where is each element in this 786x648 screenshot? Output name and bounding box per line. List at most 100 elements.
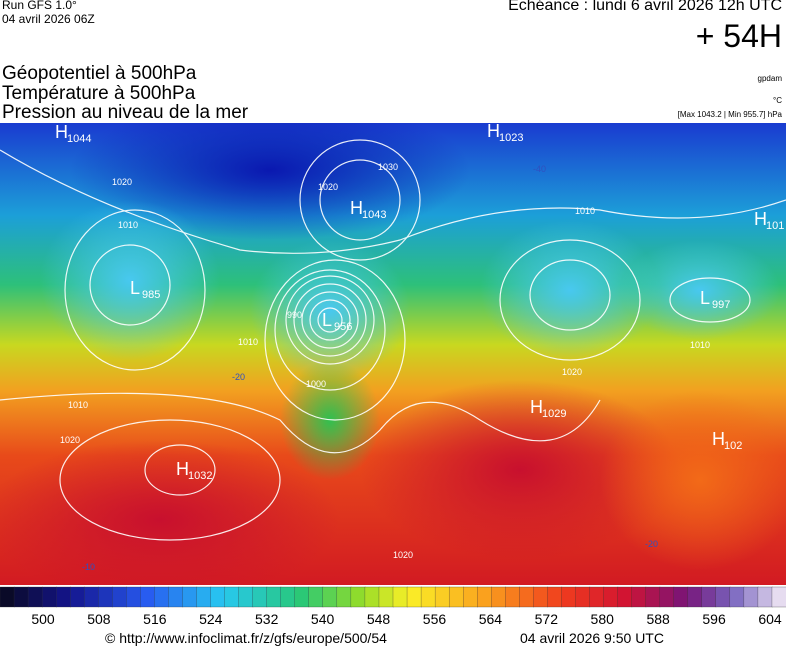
center-letter: H	[176, 459, 189, 479]
colorbar-swatch	[210, 586, 226, 608]
center-value: 1043	[362, 209, 386, 221]
isobar-label: -20	[645, 539, 658, 549]
unit: °C	[773, 96, 782, 105]
colorbar-swatch	[70, 586, 85, 608]
echeance: Echéance : lundi 6 avril 2026 12h UTC	[508, 0, 782, 14]
colorbar-swatch	[27, 586, 43, 608]
unit: [Max 1043.2 | Min 955.7] hPa	[677, 110, 782, 119]
colorbar-swatch	[0, 586, 15, 608]
colorbar-swatch	[13, 586, 29, 608]
center-letter: L	[322, 310, 332, 330]
colorbar-swatch	[308, 586, 324, 608]
isobar-label: 1000	[306, 379, 326, 389]
colorbar-swatch	[392, 586, 408, 608]
center-value: 956	[334, 321, 352, 333]
colorbar-swatch	[336, 586, 352, 608]
colorbar-swatch	[687, 586, 703, 608]
colorbar-tick-label: 588	[646, 611, 670, 627]
colorbar-swatch	[757, 586, 773, 608]
colorbar-swatch	[41, 586, 57, 608]
center-letter: H	[712, 429, 725, 449]
colorbar-tick-label: 516	[143, 611, 167, 627]
run-date: 04 avril 2026 06Z	[2, 12, 95, 26]
colorbar-swatch	[364, 586, 380, 608]
isobar-label: -40	[533, 164, 546, 174]
center-value: 985	[142, 289, 160, 301]
colorbar-swatch	[448, 586, 464, 608]
footer-url: © http://www.infoclimat.fr/z/gfs/europe/…	[105, 630, 387, 646]
colorbar-swatch	[294, 586, 310, 608]
colorbar-swatch	[701, 586, 717, 608]
isobar-label: 1020	[112, 177, 132, 187]
center-letter: H	[55, 122, 68, 142]
colorbar-swatch	[266, 586, 282, 608]
colorbar-swatch	[224, 586, 240, 608]
colorbar-tick-label: 548	[367, 611, 391, 627]
colorbar-swatch	[112, 586, 127, 608]
colorbar-swatch	[491, 586, 506, 608]
center-letter: L	[130, 278, 140, 298]
center-value: 1023	[499, 132, 523, 144]
isobar-label: 1020	[393, 550, 413, 560]
colorbar-swatch	[168, 586, 184, 608]
colorbar-swatch	[238, 586, 254, 608]
colorbar-swatch	[154, 586, 170, 608]
field-shading	[0, 123, 786, 585]
colorbar-tick-label: 500	[31, 611, 55, 627]
colorbar-swatch	[252, 586, 268, 608]
run: Run GFS 1.0°	[2, 0, 77, 12]
colorbar-tick-label: 524	[199, 611, 223, 627]
colorbar-swatch	[589, 586, 605, 608]
colorbar-swatch	[350, 586, 366, 608]
colorbar-swatch	[603, 586, 619, 608]
colorbar-tick-label: 508	[87, 611, 111, 627]
isobar-label: 1020	[60, 435, 80, 445]
colorbar-swatch	[322, 586, 338, 608]
colorbar-tick-label: 564	[479, 611, 503, 627]
colorbar-tick-label: 604	[758, 611, 782, 627]
colorbar-swatch	[575, 586, 591, 608]
colorbar-swatch	[140, 586, 156, 608]
center-letter: H	[487, 121, 500, 141]
colorbar-tick-label: 540	[311, 611, 335, 627]
isobar-label: 1010	[575, 206, 595, 216]
colorbar-swatch	[98, 586, 113, 608]
colorbar-swatch	[196, 586, 212, 608]
colorbar-swatch	[477, 586, 492, 608]
colorbar-swatch	[463, 586, 478, 608]
colorbar-tick-label: 532	[255, 611, 279, 627]
center-value: 997	[712, 299, 730, 311]
field: Géopotentiel à 500hPa	[2, 63, 197, 84]
colorbar-swatch	[645, 586, 661, 608]
colorbar-swatch	[378, 586, 394, 608]
isobar-label: 1030	[378, 162, 398, 172]
colorbar-swatch	[406, 586, 422, 608]
isobar-label: 1020	[318, 182, 338, 192]
colorbar-swatch	[505, 586, 520, 608]
isobar-label: 990	[287, 310, 302, 320]
isobar-label: 1010	[238, 337, 258, 347]
colorbar-swatch	[659, 586, 675, 608]
colorbar-swatch	[519, 586, 535, 608]
center-letter: L	[700, 288, 710, 308]
center-letter: H	[754, 209, 767, 229]
center-letter: H	[530, 397, 543, 417]
isobar-label: -20	[232, 372, 245, 382]
field: Pression au niveau de la mer	[2, 102, 249, 123]
colorbar-tick-label: 580	[591, 611, 615, 627]
colorbar-swatch	[743, 586, 759, 608]
center-value: 102	[724, 440, 742, 452]
colorbar-swatch	[771, 586, 786, 608]
colorbar-swatch	[533, 586, 549, 608]
center-letter: H	[350, 198, 363, 218]
colorbar-swatch	[617, 586, 633, 608]
colorbar-swatch	[673, 586, 689, 608]
offset: + 54H	[695, 18, 782, 54]
isobar-label: 1010	[118, 220, 138, 230]
colorbar-swatch	[55, 586, 71, 608]
isobar-label: 1010	[68, 400, 88, 410]
center-value: 1044	[67, 133, 91, 145]
colorbar-swatch	[280, 586, 296, 608]
colorbar-swatch	[561, 586, 577, 608]
